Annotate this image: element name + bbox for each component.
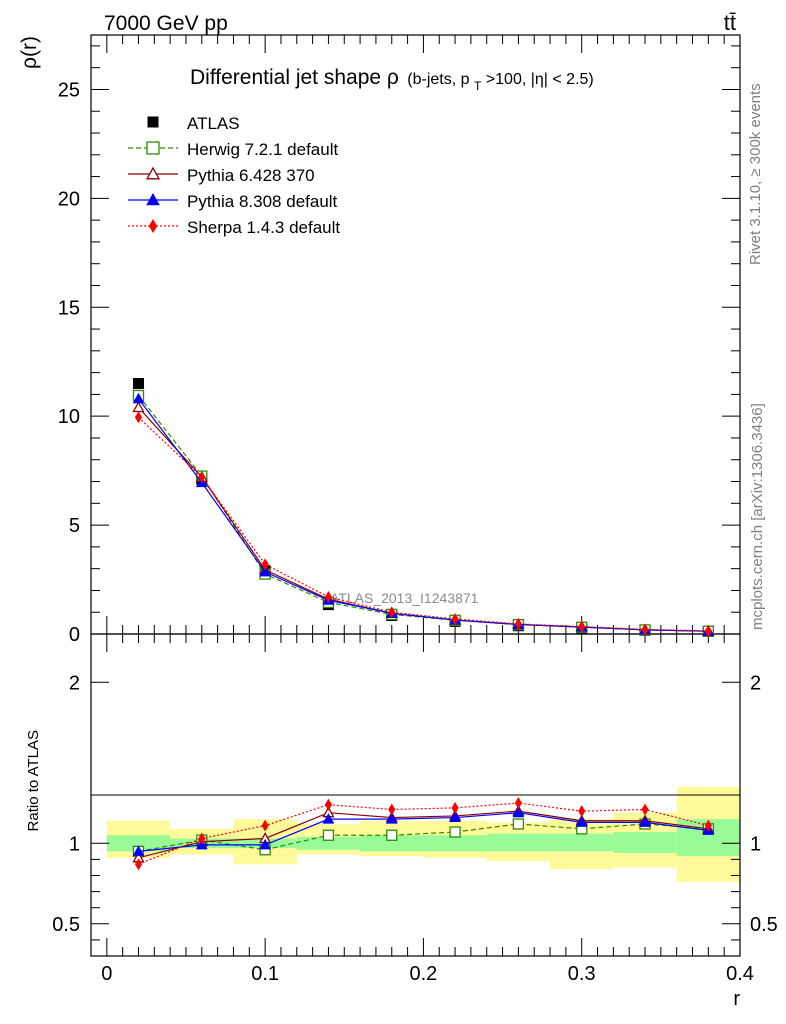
x-tick-label: 0.2 (410, 963, 438, 985)
mcplots-label: mcplots.cern.ch [arXiv:1306.3436] (749, 403, 766, 630)
stat-uncertainty-band (296, 836, 361, 850)
y-tick-label-bottom-right: 2 (750, 672, 761, 694)
sherpa-1-4-3-default-point-ratio (388, 803, 396, 816)
chart-title-sub-T: T (474, 79, 482, 93)
y-axis-label-bottom: Ratio to ATLAS (25, 730, 42, 831)
stat-uncertainty-band (550, 833, 614, 852)
pythia-8-308-default-point-ratio (259, 838, 271, 850)
sherpa-1-4-3-default-point-top (514, 618, 522, 630)
sherpa-1-4-3-default-point-ratio (198, 832, 206, 845)
pythia-8-308-default-line-ratio (138, 812, 709, 852)
chart-title-main: Differential jet shape ρ (190, 66, 399, 89)
sherpa-1-4-3-default-point-top (641, 623, 649, 636)
y-tick-label-top: 0 (69, 624, 80, 646)
x-tick-label: 0 (101, 963, 112, 985)
sherpa-1-4-3-default-point-ratio (578, 805, 586, 818)
chart-title-sub: (b-jets, p (407, 71, 469, 88)
x-tick-label: 0.4 (726, 963, 754, 985)
sherpa-1-4-3-default-point-top (578, 620, 586, 633)
y-tick-label-bottom: 1 (69, 833, 80, 855)
y-tick-label-top: 15 (58, 297, 80, 319)
pythia-6-428-370-line-ratio (138, 810, 709, 859)
sherpa-1-4-3-default-point-top (198, 471, 206, 484)
y-tick-label-top: 20 (58, 188, 80, 210)
stat-uncertainty-band (360, 835, 424, 852)
pythia-8-308-default-point-ratio (575, 816, 588, 827)
sherpa-1-4-3-default-point-top (261, 558, 269, 571)
sherpa-1-4-3-default-line-top (138, 416, 709, 632)
stat-uncertainty-band (613, 832, 677, 853)
legend-label-pythia-6-428-370: Pythia 6.428 370 (187, 166, 315, 185)
legend-label-sherpa-1-4-3-default: Sherpa 1.4.3 default (187, 218, 340, 237)
rivet-label: Rivet 3.1.10, ≥ 300k events (747, 83, 764, 265)
herwig-7-2-1-default-point-ratio (512, 818, 525, 830)
chart-title-sub-rest: >100, |η| < 2.5) (486, 71, 594, 88)
pythia-8-308-default-point-ratio (385, 813, 398, 824)
y-tick-label-bottom: 2 (69, 672, 80, 694)
pythia-8-308-default-point-ratio (322, 813, 335, 824)
sherpa-1-4-3-default-point-ratio (514, 797, 522, 810)
pythia-8-308-default-point-top (259, 565, 271, 577)
pythia-8-308-default-point-ratio (639, 816, 651, 827)
sherpa-1-4-3-default-point-ratio (704, 819, 712, 832)
stat-uncertainty-band (486, 833, 551, 852)
series-layer (132, 378, 715, 871)
herwig-7-2-1-default-point-ratio (322, 829, 335, 841)
legend: ATLAS Herwig 7.2.1 default Pythia 6.428 37… (128, 114, 340, 237)
legend-marker-pythia-8-308-default (146, 192, 160, 206)
legend-marker-herwig-7-2-1-default (146, 141, 160, 155)
analysis-watermark: ATLAS_2013_I1243871 (330, 590, 479, 606)
y-axis-label-top: ρ(r) (18, 36, 41, 69)
sherpa-1-4-3-default-point-top (134, 411, 143, 424)
sherpa-1-4-3-default-point-top (388, 606, 396, 619)
y-tick-label-bottom: 0.5 (52, 914, 80, 936)
sherpa-1-4-3-default-point-ratio (134, 858, 143, 871)
process-label: tt̄ (724, 10, 736, 35)
herwig-7-2-1-default-line-top (138, 395, 709, 632)
sherpa-1-4-3-default-point-top (451, 612, 459, 625)
energy-label: 7000 GeV pp (104, 12, 228, 35)
pythia-8-308-default-point-ratio (512, 806, 525, 818)
stat-uncertainty-band (423, 835, 487, 852)
y-tick-label-bottom-right: 0.5 (750, 914, 778, 936)
legend-marker-sherpa-1-4-3-default (148, 219, 158, 233)
legend-label-atlas: ATLAS (187, 114, 240, 133)
sherpa-1-4-3-default-point-ratio (261, 819, 269, 832)
y-tick-label-top: 25 (58, 79, 80, 101)
y-tick-label-bottom-right: 1 (750, 833, 761, 855)
sherpa-1-4-3-default-point-ratio (451, 801, 459, 814)
legend-label-herwig-7-2-1-default: Herwig 7.2.1 default (187, 140, 338, 159)
x-tick-label: 0.3 (568, 963, 596, 985)
chart-title: Differential jet shape ρ (b-jets, p T >1… (190, 66, 594, 94)
atlas-data-point (132, 378, 144, 390)
herwig-7-2-1-default-point-ratio (449, 826, 461, 838)
herwig-7-2-1-default-point-ratio (386, 829, 398, 841)
pythia-8-308-default-point-top (132, 392, 145, 404)
y-tick-label-top: 10 (58, 406, 80, 428)
sherpa-1-4-3-default-point-ratio (324, 798, 333, 811)
y-tick-label-top: 5 (69, 515, 80, 537)
sherpa-1-4-3-default-point-top (324, 590, 333, 603)
sherpa-1-4-3-default-line-ratio (138, 802, 709, 865)
stat-uncertainty-band (106, 835, 171, 852)
x-axis-label: r (733, 988, 740, 1010)
sherpa-1-4-3-default-point-ratio (641, 803, 649, 816)
pythia-8-308-default-point-ratio (132, 845, 145, 856)
x-tick-label: 0.1 (251, 963, 279, 985)
legend-marker-pythia-6-428-370 (145, 166, 161, 180)
sherpa-1-4-3-default-point-top (704, 624, 712, 637)
legend-marker-atlas (147, 116, 159, 128)
pythia-8-308-default-point-ratio (449, 811, 461, 823)
legend-label-pythia-8-308-default: Pythia 8.308 default (187, 192, 338, 211)
